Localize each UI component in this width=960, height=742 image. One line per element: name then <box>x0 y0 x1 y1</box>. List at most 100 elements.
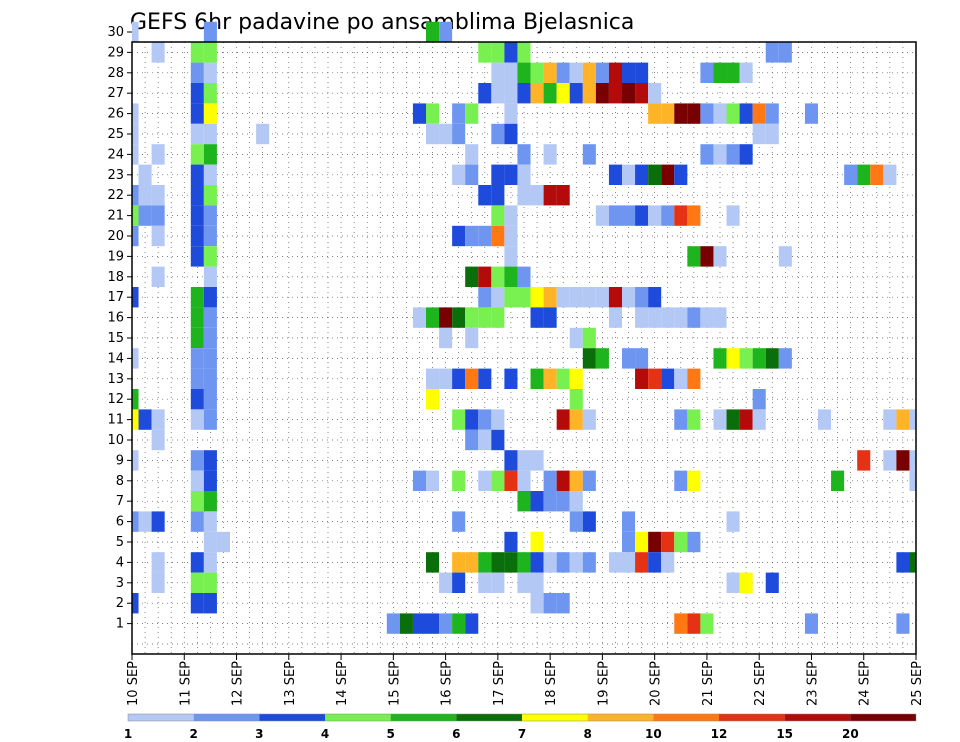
heatmap-cell <box>190 164 204 185</box>
heatmap-cell <box>530 287 544 308</box>
y-tick-label: 26 <box>107 107 124 122</box>
heatmap-cell <box>190 287 204 308</box>
heatmap-cell <box>622 83 636 104</box>
heatmap-cell <box>608 205 622 226</box>
heatmap-cell <box>883 450 897 471</box>
heatmap-cell <box>543 83 557 104</box>
heatmap-cell <box>491 429 505 451</box>
heatmap-cell <box>138 205 152 226</box>
heatmap-cell <box>491 62 505 83</box>
heatmap-cell <box>726 409 740 430</box>
heatmap-cell <box>517 266 531 287</box>
heatmap-cell <box>132 225 139 247</box>
heatmap-cell <box>412 103 426 124</box>
colorbar-label: 15 <box>776 727 793 741</box>
y-tick-label: 14 <box>107 351 124 366</box>
heatmap-cell <box>426 103 440 124</box>
heatmap-cell <box>439 368 453 389</box>
heatmap-cell <box>765 348 779 369</box>
heatmap-cell <box>491 470 505 491</box>
y-tick-label: 25 <box>107 127 124 142</box>
heatmap-cell <box>132 511 139 532</box>
y-tick-label: 6 <box>116 515 124 530</box>
heatmap-cell <box>203 144 217 165</box>
heatmap-cell <box>543 287 557 308</box>
heatmap-cell <box>674 531 688 553</box>
colorbar-swatch <box>653 714 719 721</box>
heatmap-cell <box>203 266 217 287</box>
heatmap-cell <box>426 613 440 634</box>
heatmap-cell <box>426 389 440 410</box>
heatmap-cell <box>426 21 440 43</box>
heatmap-cell <box>151 572 165 593</box>
heatmap-cell <box>132 450 139 471</box>
heatmap-cell <box>896 409 910 430</box>
heatmap-cell <box>151 409 165 430</box>
heatmap-cell <box>687 205 701 226</box>
heatmap-cell <box>752 389 766 410</box>
heatmap-cell <box>203 62 217 83</box>
heatmap-cell <box>674 205 688 226</box>
heatmap-cell <box>517 164 531 185</box>
heatmap-cell <box>439 307 453 328</box>
heatmap-cell <box>595 62 609 83</box>
heatmap-cell <box>713 144 727 165</box>
heatmap-cell <box>752 348 766 369</box>
y-tick-label: 29 <box>107 45 124 60</box>
heatmap-cell <box>870 164 884 185</box>
heatmap-cell <box>452 368 466 389</box>
y-tick-label: 27 <box>107 86 124 101</box>
heatmap-cell <box>190 470 204 491</box>
heatmap-cell <box>687 470 701 491</box>
heatmap-cell <box>504 103 518 124</box>
heatmap-cell <box>478 307 492 328</box>
heatmap-cell <box>622 205 636 226</box>
heatmap-cell <box>203 21 217 43</box>
heatmap-cell <box>138 409 152 430</box>
heatmap-cell <box>687 613 701 634</box>
heatmap-cell <box>465 307 479 328</box>
heatmap-cell <box>203 593 217 614</box>
y-tick-label: 11 <box>107 413 124 428</box>
heatmap-cell <box>635 348 649 369</box>
heatmap-cell <box>661 531 675 553</box>
heatmap-cell <box>622 552 636 573</box>
heatmap-cell <box>635 287 649 308</box>
heatmap-cell <box>635 83 649 104</box>
colorbar-label: 3 <box>255 727 263 741</box>
heatmap-cell <box>543 470 557 491</box>
heatmap-cell <box>635 205 649 226</box>
heatmap-cell <box>635 164 649 185</box>
heatmap-cell <box>831 470 845 491</box>
y-tick-label: 16 <box>107 311 124 326</box>
heatmap-cell <box>608 164 622 185</box>
heatmap-cell <box>739 348 753 369</box>
heatmap-cell <box>739 409 753 430</box>
heatmap-cell <box>661 205 675 226</box>
y-tick-label: 22 <box>107 188 124 203</box>
heatmap-cell <box>804 103 818 124</box>
y-tick-label: 24 <box>107 147 124 162</box>
x-tick-label: 17 SEP <box>492 661 507 706</box>
heatmap-cell <box>132 287 139 308</box>
colorbar-swatch <box>850 714 916 721</box>
heatmap-cell <box>491 572 505 593</box>
heatmap-cell <box>713 348 727 369</box>
heatmap-cell <box>452 123 466 145</box>
heatmap-cell <box>504 246 518 267</box>
heatmap-cell <box>556 470 570 491</box>
heatmap-cell <box>203 123 217 145</box>
colorbar-label: 2 <box>189 727 197 741</box>
heatmap-cell <box>190 103 204 124</box>
y-tick-label: 13 <box>107 372 124 387</box>
heatmap-cell <box>543 593 557 614</box>
heatmap-cell <box>648 164 662 185</box>
heatmap-cell <box>726 144 740 165</box>
heatmap-cell <box>203 552 217 573</box>
heatmap-cell <box>190 205 204 226</box>
heatmap-cell <box>504 552 518 573</box>
y-tick-label: 23 <box>107 168 124 183</box>
heatmap-cell <box>412 307 426 328</box>
x-tick-label: 22 SEP <box>753 661 768 706</box>
heatmap-cell <box>582 409 596 430</box>
